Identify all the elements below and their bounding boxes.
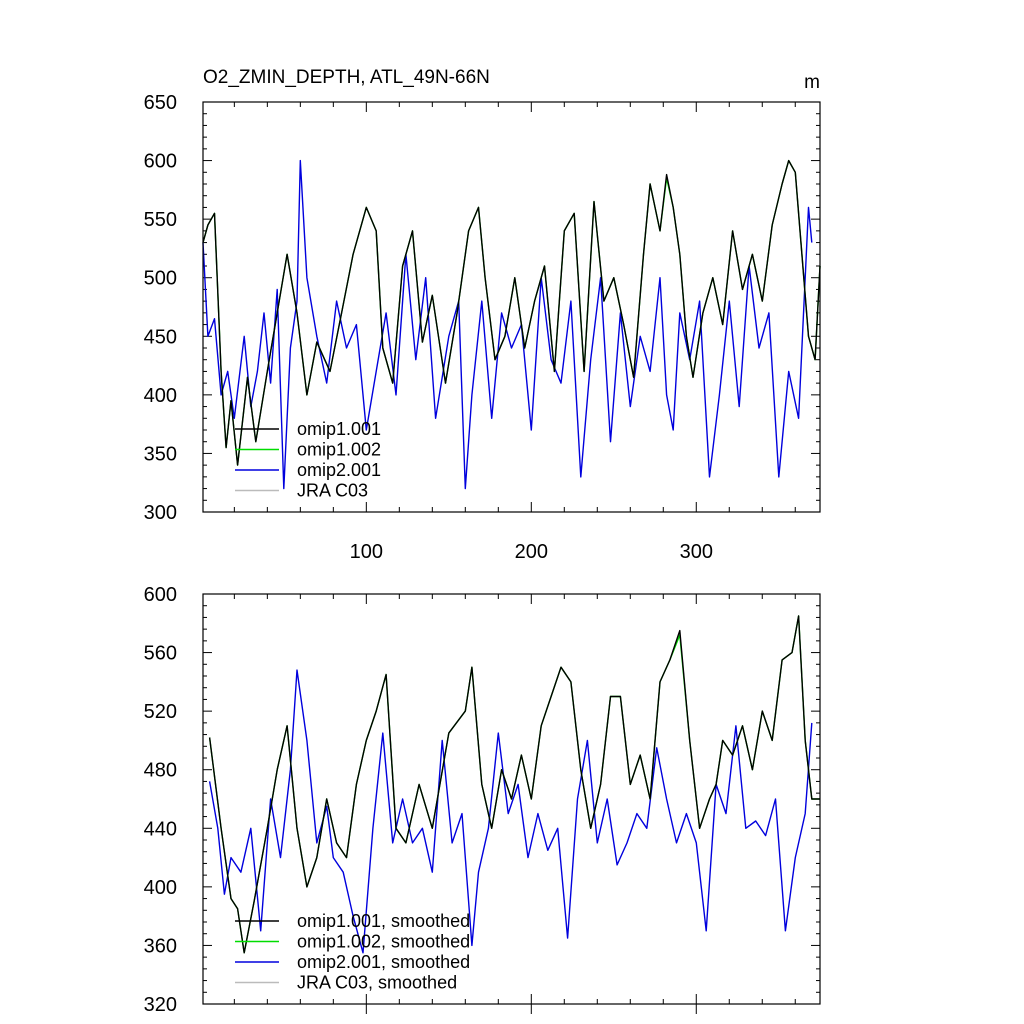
units-label: m (804, 72, 820, 93)
legend-label: omip1.002 (297, 440, 381, 460)
series-line-2 (202, 159, 813, 490)
legend-label: omip1.002, smoothed (297, 932, 470, 952)
y-tick-label: 320 (144, 994, 177, 1016)
y-tick-label: 560 (144, 643, 177, 665)
series-line-0 (208, 615, 820, 954)
bottom-panel: 320 360 400 440 480 520 560 600 omip1.001, smoo… (144, 584, 821, 1016)
y-tick-label: 550 (144, 209, 177, 231)
y-tick-label: 500 (144, 268, 177, 290)
legend-label: JRA C03 (297, 481, 368, 501)
top-plot-frame (202, 101, 821, 513)
y-tick-label: 600 (144, 584, 177, 606)
legend-label: omip1.001 (297, 419, 381, 439)
y-tick-label: 600 (144, 151, 177, 173)
y-tick-label: 300 (144, 502, 177, 524)
top-panel: O2_ZMIN_DEPTH, ATL_49N-66N m 300 350 400 45… (144, 67, 821, 563)
y-tick-label: 480 (144, 760, 177, 782)
y-tick-label: 360 (144, 935, 177, 957)
x-tick-label: 200 (515, 541, 548, 563)
bottom-plot-frame (202, 593, 821, 1005)
y-tick-label: 650 (144, 92, 177, 114)
chart-title: O2_ZMIN_DEPTH, ATL_49N-66N (203, 67, 490, 88)
bottom-series-lines (208, 615, 820, 954)
legend-label: omip1.001, smoothed (297, 911, 470, 931)
top-ticks: 300 350 400 450 500 550 600 650 100 200 300 (144, 92, 820, 563)
y-tick-label: 400 (144, 877, 177, 899)
x-tick-label: 300 (680, 541, 713, 563)
top-series-lines (202, 159, 821, 490)
x-tick-label: 100 (350, 541, 383, 563)
legend-label: JRA C03, smoothed (297, 973, 457, 993)
y-tick-label: 450 (144, 326, 177, 348)
y-tick-label: 350 (144, 443, 177, 465)
y-tick-label: 520 (144, 701, 177, 723)
y-tick-label: 400 (144, 385, 177, 407)
series-line-0 (202, 159, 821, 466)
legend-label: omip2.001, smoothed (297, 952, 470, 972)
y-tick-label: 440 (144, 818, 177, 840)
legend-label: omip2.001 (297, 460, 381, 480)
